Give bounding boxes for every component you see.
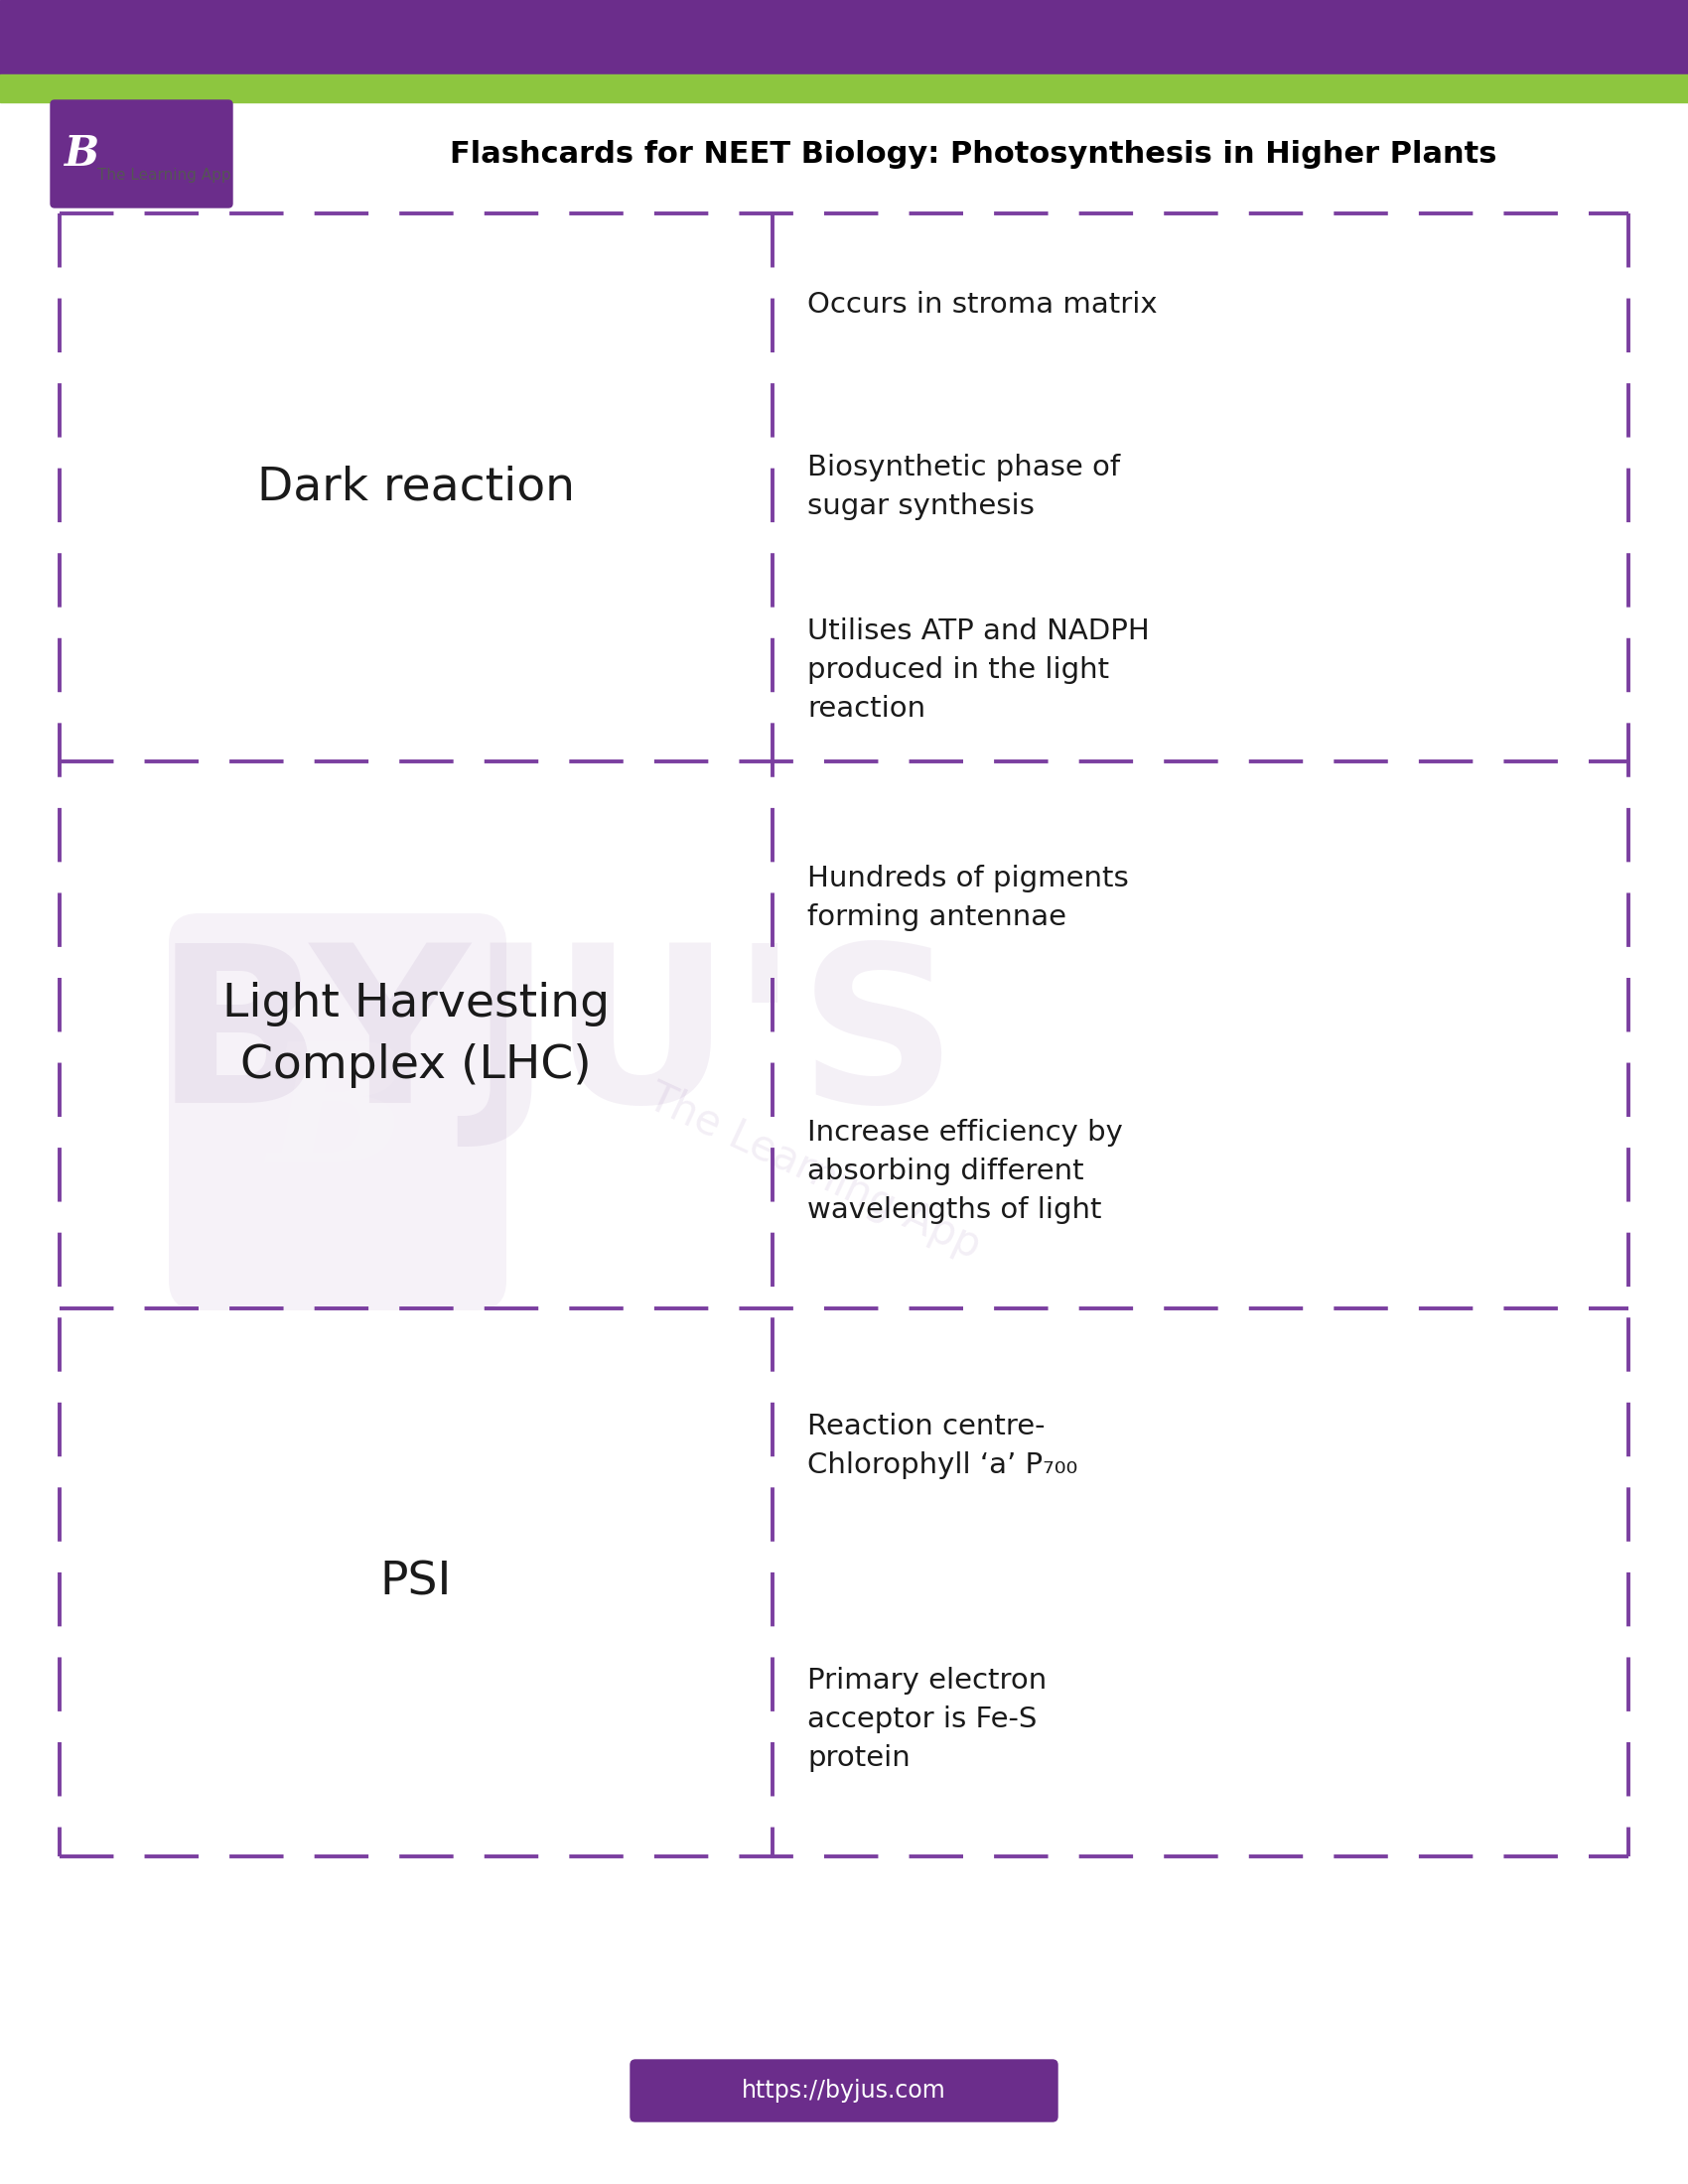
Bar <box>0 0 1688 74</box>
Text: The Learning App: The Learning App <box>96 168 231 183</box>
Text: The Learning App: The Learning App <box>641 1077 987 1267</box>
Text: Flashcards for NEET Biology: Photosynthesis in Higher Plants: Flashcards for NEET Biology: Photosynthe… <box>449 140 1497 168</box>
Text: https://byjus.com: https://byjus.com <box>741 2079 947 2103</box>
Text: Hundreds of pigments
forming antennae: Hundreds of pigments forming antennae <box>807 865 1129 930</box>
Text: Utilises ATP and NADPH
produced in the light
reaction: Utilises ATP and NADPH produced in the l… <box>807 618 1150 723</box>
Bar <box>0 74 1688 103</box>
Text: BYJU'S: BYJU'S <box>154 937 957 1149</box>
Text: Occurs in stroma matrix: Occurs in stroma matrix <box>807 290 1158 319</box>
FancyBboxPatch shape <box>51 100 233 207</box>
Text: Biosynthetic phase of
sugar synthesis: Biosynthetic phase of sugar synthesis <box>807 454 1121 520</box>
Text: Light Harvesting
Complex (LHC): Light Harvesting Complex (LHC) <box>223 981 609 1088</box>
FancyBboxPatch shape <box>169 913 506 1310</box>
Text: Increase efficiency by
absorbing different
wavelengths of light: Increase efficiency by absorbing differe… <box>807 1118 1123 1225</box>
Text: B: B <box>64 133 100 175</box>
Text: BYJU'S: BYJU'S <box>108 127 219 157</box>
Text: Primary electron
acceptor is Fe-S
protein: Primary electron acceptor is Fe-S protei… <box>807 1666 1047 1771</box>
Text: B: B <box>268 1037 407 1197</box>
Text: Dark reaction: Dark reaction <box>257 465 576 509</box>
FancyBboxPatch shape <box>631 2060 1057 2121</box>
Text: PSI: PSI <box>380 1559 452 1605</box>
Text: Reaction centre-
Chlorophyll ‘a’ P₇₀₀: Reaction centre- Chlorophyll ‘a’ P₇₀₀ <box>807 1413 1077 1479</box>
